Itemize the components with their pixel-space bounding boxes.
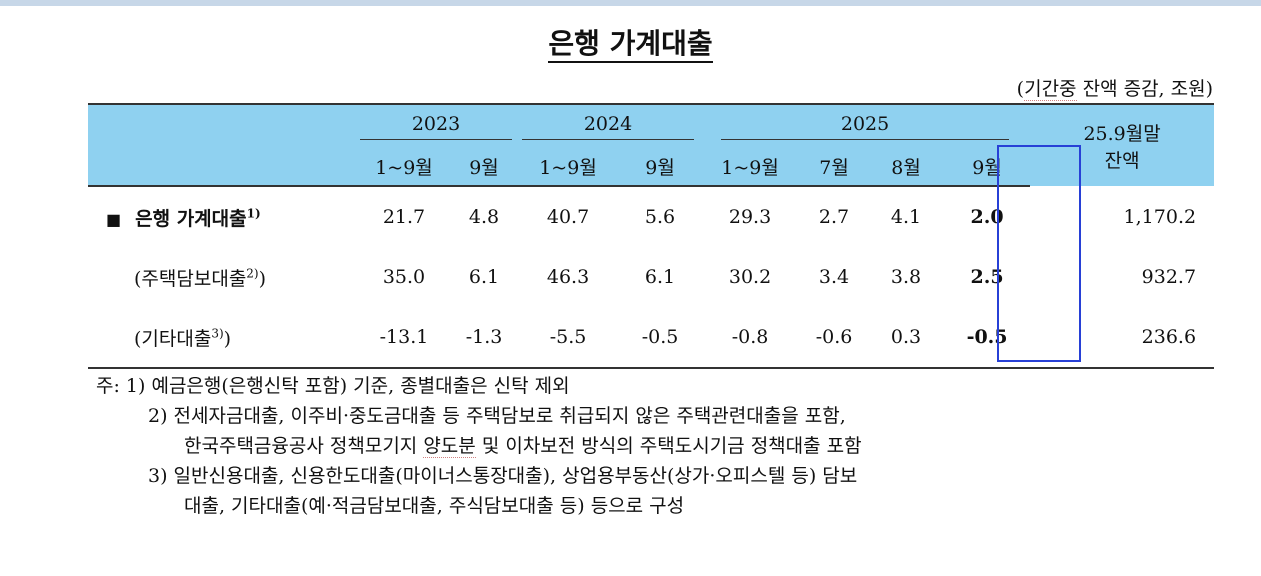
cell: 6.1 xyxy=(468,266,500,288)
row-label: (기타대출3)) xyxy=(88,307,356,369)
col-header: 9월 xyxy=(452,147,517,187)
header-blank xyxy=(88,103,356,147)
year-header-2024: 2024 xyxy=(516,103,701,147)
row-label: ■ 은행 가계대출1) xyxy=(106,206,261,230)
col-header: 1~9월 xyxy=(700,147,801,187)
cell: -0.8 xyxy=(700,307,801,369)
cell: 4.1 xyxy=(890,206,922,228)
cell-selected: 2.5 xyxy=(970,266,1004,288)
col-header-selected: 9월 xyxy=(944,147,1031,187)
cell: 3.8 xyxy=(890,266,922,288)
cell: 35.0 xyxy=(382,266,426,288)
cell-selected: 2.0 xyxy=(970,206,1004,228)
year-header-2023: 2023 xyxy=(356,103,517,147)
cell: 46.3 xyxy=(546,266,590,288)
cell: 3.4 xyxy=(818,266,850,288)
footnote-3: 3) 일반신용대출, 신용한도대출(마이너스통장대출), 상업용부동산(상가·오… xyxy=(148,465,858,487)
table-row-total: ■ 은행 가계대출1) 21.7 4.8 40.7 5.6 29.3 2.7 4.… xyxy=(88,186,1214,247)
cell-balance: 932.7 xyxy=(1141,266,1197,288)
footnotes: 주: 1) 예금은행(은행신탁 포함) 기준, 종별대출은 신탁 제외 2) 전… xyxy=(96,371,1226,521)
cell: -1.3 xyxy=(452,307,517,369)
col-header: 1~9월 xyxy=(356,147,452,187)
unit-note: (기간중 잔액 증감, 조원) xyxy=(1016,78,1213,101)
cell: 21.7 xyxy=(382,206,426,228)
cell: 5.6 xyxy=(644,206,676,228)
col-header: 8월 xyxy=(868,147,945,187)
cell: 2.7 xyxy=(818,206,850,228)
footnote-2-cont: 한국주택금융공사 정책모기지 양도분 및 이차보전 방식의 주택도시기금 정책대… xyxy=(184,435,862,458)
cell: 6.1 xyxy=(644,266,676,288)
page-title: 은행 가계대출 xyxy=(0,22,1261,63)
cell: -5.5 xyxy=(516,307,621,369)
header-blank xyxy=(88,147,356,187)
cell-selected: -0.5 xyxy=(944,307,1031,369)
col-header: 9월 xyxy=(620,147,701,187)
col-header: 7월 xyxy=(800,147,869,187)
row-label: (주택담보대출2)) xyxy=(134,266,267,290)
footnote-3-cont: 대출, 기타대출(예·적금담보대출, 주식담보대출 등) 등으로 구성 xyxy=(184,495,685,517)
footnote-1: 주: 1) 예금은행(은행신탁 포함) 기준, 종별대출은 신탁 제외 xyxy=(96,375,570,397)
cell: -0.5 xyxy=(620,307,701,369)
footnote-2: 2) 전세자금대출, 이주비·중도금대출 등 주택담보로 취급되지 않은 주택관… xyxy=(148,405,846,427)
cell: 0.3 xyxy=(868,307,945,369)
balance-header: 25.9월말 잔액 xyxy=(1030,103,1215,186)
cell: 29.3 xyxy=(728,206,772,228)
cell-balance: 236.6 xyxy=(1030,307,1215,369)
cell: 30.2 xyxy=(728,266,772,288)
cell: -13.1 xyxy=(356,307,452,369)
top-border-strip xyxy=(0,0,1261,6)
cell: 40.7 xyxy=(546,206,590,228)
year-header-2025: 2025 xyxy=(700,103,1031,147)
table-row-mortgage: (주택담보대출2)) 35.0 6.1 46.3 6.1 30.2 3.4 3.… xyxy=(88,247,1214,307)
household-loan-table: 2023 2024 2025 25.9월말 잔액 1~9월 9월 1~9월 9월 … xyxy=(88,103,1215,369)
table-row-other: (기타대출3)) -13.1 -1.3 -5.5 -0.5 -0.8 -0.6 … xyxy=(88,307,1215,369)
cell: 4.8 xyxy=(468,206,500,228)
col-header: 1~9월 xyxy=(516,147,621,187)
cell: -0.6 xyxy=(800,307,869,369)
cell-balance: 1,170.2 xyxy=(1123,205,1197,228)
